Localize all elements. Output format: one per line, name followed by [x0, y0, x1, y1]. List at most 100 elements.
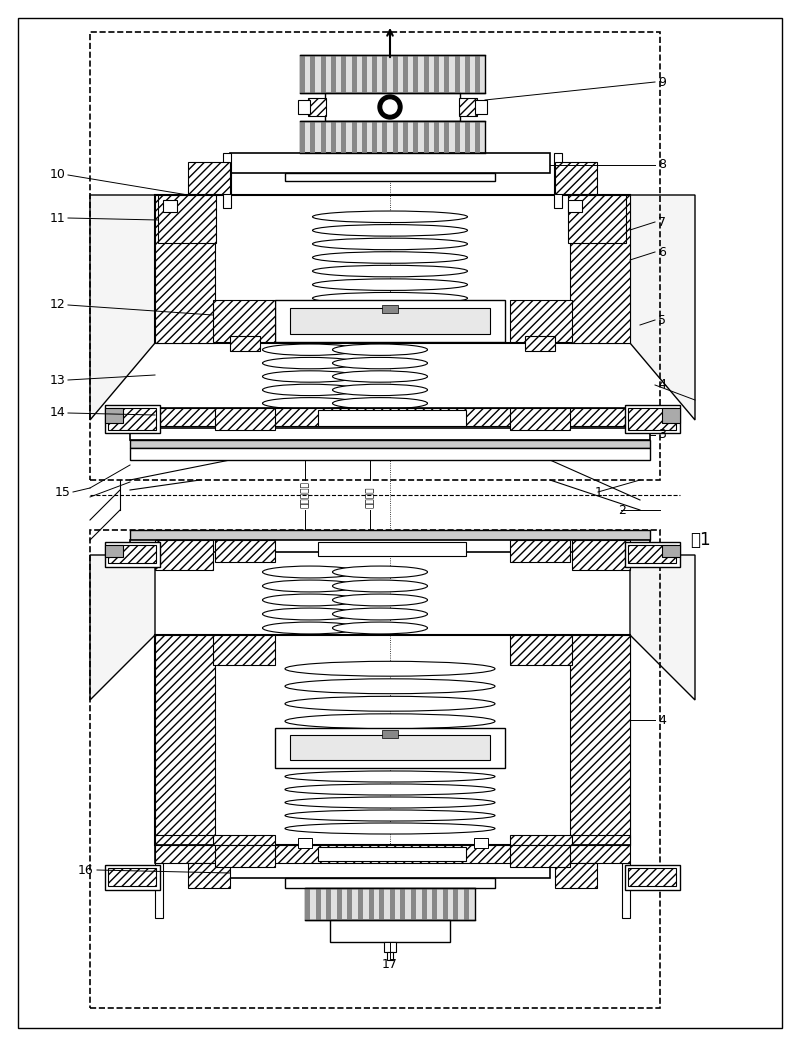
Ellipse shape: [285, 771, 495, 782]
Bar: [424, 55, 429, 93]
Bar: [326, 888, 331, 920]
Bar: [625, 542, 680, 567]
Bar: [625, 865, 680, 890]
Bar: [351, 121, 357, 153]
Ellipse shape: [285, 810, 495, 821]
Circle shape: [378, 95, 402, 119]
Bar: [105, 542, 160, 567]
Bar: [215, 540, 275, 562]
Bar: [568, 200, 582, 212]
Bar: [400, 888, 406, 920]
Text: 17: 17: [382, 959, 398, 971]
Text: 8: 8: [658, 159, 666, 171]
Bar: [384, 942, 396, 952]
Polygon shape: [630, 195, 695, 420]
Bar: [510, 845, 570, 867]
Bar: [90, 32, 660, 480]
Bar: [622, 863, 630, 918]
Bar: [90, 530, 660, 1008]
Bar: [628, 545, 676, 563]
Text: 5: 5: [658, 314, 666, 326]
Bar: [570, 635, 630, 845]
Ellipse shape: [333, 371, 427, 382]
Bar: [465, 121, 470, 153]
Bar: [393, 121, 398, 153]
Ellipse shape: [262, 622, 358, 634]
Bar: [628, 408, 676, 430]
Ellipse shape: [262, 344, 358, 356]
Bar: [155, 408, 630, 426]
Ellipse shape: [333, 595, 427, 606]
Bar: [213, 635, 275, 665]
Bar: [459, 98, 477, 116]
Ellipse shape: [333, 622, 427, 634]
Bar: [387, 952, 393, 960]
Bar: [362, 121, 366, 153]
Bar: [570, 195, 630, 343]
Ellipse shape: [285, 713, 495, 729]
Bar: [341, 121, 346, 153]
Ellipse shape: [262, 397, 358, 409]
Bar: [510, 635, 572, 665]
Bar: [158, 195, 216, 243]
Bar: [568, 195, 626, 243]
Ellipse shape: [313, 251, 467, 263]
Bar: [130, 540, 650, 552]
Bar: [555, 162, 597, 194]
Bar: [290, 308, 490, 334]
Bar: [454, 888, 458, 920]
Bar: [155, 863, 163, 918]
Bar: [155, 835, 215, 845]
Text: 12: 12: [50, 298, 66, 312]
Ellipse shape: [262, 580, 358, 592]
Bar: [230, 153, 550, 173]
Bar: [351, 55, 357, 93]
Bar: [300, 55, 305, 93]
Bar: [300, 121, 485, 153]
Bar: [464, 888, 469, 920]
Bar: [411, 888, 416, 920]
Text: 9: 9: [658, 75, 666, 89]
Text: 15: 15: [55, 485, 71, 499]
Bar: [305, 888, 310, 920]
Bar: [188, 863, 230, 888]
Bar: [403, 55, 408, 93]
Bar: [310, 121, 315, 153]
Bar: [130, 448, 650, 460]
Ellipse shape: [285, 661, 495, 676]
Bar: [108, 408, 156, 430]
Text: 13: 13: [50, 373, 66, 387]
Bar: [321, 121, 326, 153]
Bar: [318, 847, 466, 862]
Bar: [275, 300, 505, 342]
Bar: [390, 888, 395, 920]
Text: 4: 4: [658, 713, 666, 727]
Bar: [382, 305, 398, 313]
Bar: [305, 888, 475, 920]
Bar: [525, 336, 555, 351]
Bar: [510, 300, 572, 342]
Bar: [475, 55, 480, 93]
Bar: [298, 100, 310, 114]
Ellipse shape: [313, 278, 467, 290]
Bar: [130, 530, 650, 540]
Bar: [341, 55, 346, 93]
Bar: [510, 540, 570, 562]
Bar: [362, 55, 366, 93]
Bar: [454, 55, 459, 93]
Bar: [285, 173, 495, 181]
Text: 11: 11: [50, 212, 66, 224]
Text: 10: 10: [50, 169, 66, 181]
Bar: [215, 845, 275, 867]
Ellipse shape: [333, 397, 427, 409]
Bar: [298, 838, 312, 848]
Bar: [108, 545, 156, 563]
Bar: [310, 55, 315, 93]
Bar: [422, 888, 426, 920]
Bar: [628, 868, 676, 886]
Bar: [444, 55, 450, 93]
Bar: [382, 55, 387, 93]
Bar: [130, 440, 650, 448]
Bar: [465, 55, 470, 93]
Text: 7: 7: [658, 216, 666, 228]
